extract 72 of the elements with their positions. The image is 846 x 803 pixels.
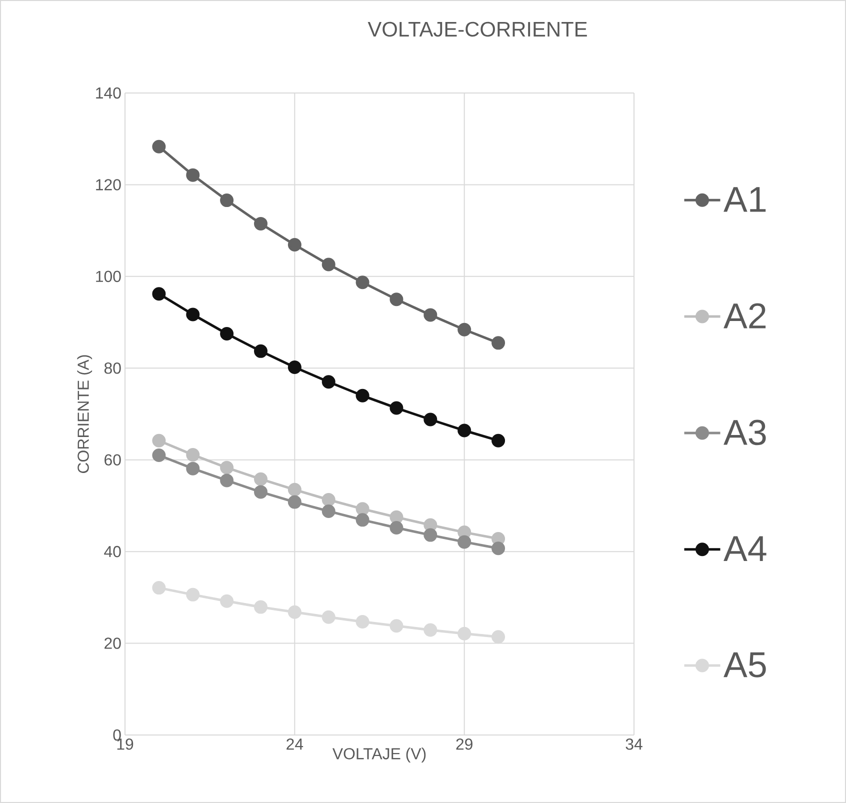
point	[356, 614, 370, 628]
point	[390, 619, 404, 633]
point	[458, 535, 472, 549]
point	[356, 276, 370, 290]
y-tick-label: 140	[96, 87, 121, 99]
y-axis-title: CORRIENTE (A)	[77, 355, 92, 473]
point	[492, 542, 506, 556]
legend-label: A5	[724, 652, 766, 678]
point	[424, 623, 438, 637]
point	[322, 610, 336, 624]
point	[254, 472, 268, 486]
point	[152, 287, 166, 301]
point	[424, 308, 438, 322]
point	[322, 493, 336, 506]
point	[458, 322, 472, 336]
point	[220, 474, 234, 488]
point	[152, 448, 166, 462]
y-tick-label: 20	[104, 638, 121, 649]
point	[254, 344, 268, 358]
point	[220, 594, 234, 608]
point	[220, 326, 234, 340]
x-tick-label: 34	[626, 738, 642, 750]
point	[356, 513, 370, 527]
y-tick-label: 120	[96, 179, 121, 190]
point	[458, 424, 472, 438]
legend-label: A2	[724, 303, 766, 328]
point	[424, 412, 438, 426]
legend-label: A1	[724, 187, 766, 212]
point	[254, 216, 268, 230]
point	[390, 510, 404, 524]
point	[152, 434, 166, 448]
y-tick-label: 40	[104, 546, 121, 558]
point	[288, 495, 302, 509]
point	[152, 140, 166, 154]
point	[322, 375, 336, 389]
chart-title: VOLTAJE-CORRIENTE	[368, 22, 587, 37]
point	[288, 238, 302, 252]
point	[186, 168, 200, 182]
point	[492, 434, 506, 448]
x-axis-title: VOLTAJE (V)	[332, 748, 426, 762]
legend-label: A4	[724, 536, 766, 561]
point	[424, 528, 438, 542]
point	[356, 388, 370, 402]
point	[186, 588, 200, 602]
point	[322, 258, 336, 272]
x-tick-label: 29	[456, 738, 472, 750]
point	[186, 308, 200, 322]
x-tick-label: 24	[286, 738, 304, 750]
point	[288, 360, 302, 374]
point	[186, 462, 200, 476]
legend-label: A3	[724, 420, 766, 446]
point	[186, 448, 200, 462]
point	[390, 292, 404, 306]
x-tick-label: 19	[117, 738, 134, 750]
point	[356, 502, 370, 516]
y-tick-label: 100	[96, 270, 121, 282]
point	[288, 605, 302, 619]
point	[458, 626, 472, 640]
point	[254, 600, 268, 614]
y-tick-label: 60	[104, 454, 121, 466]
point	[220, 194, 234, 208]
point	[390, 401, 404, 415]
point	[254, 485, 268, 499]
point	[288, 482, 302, 496]
point	[322, 504, 336, 518]
point	[220, 460, 234, 474]
point	[492, 336, 506, 350]
point	[152, 581, 166, 595]
y-tick-label: 0	[113, 729, 121, 741]
y-tick-label: 80	[104, 362, 121, 374]
point	[492, 630, 506, 644]
point	[390, 520, 404, 534]
